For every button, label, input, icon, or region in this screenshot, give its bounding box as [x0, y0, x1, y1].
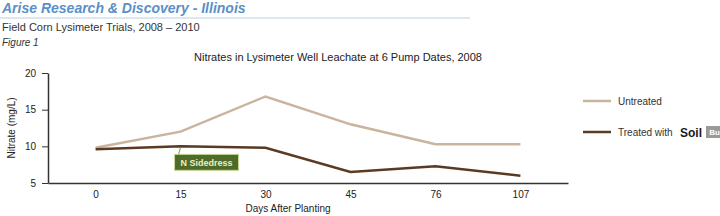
- y-tick: 5: [30, 178, 48, 189]
- annotation-box: [175, 154, 239, 170]
- legend-swatch: [583, 131, 611, 134]
- x-tick-label: 76: [430, 189, 442, 200]
- y-tick: 15: [25, 104, 48, 115]
- logo-part: Builder: [709, 128, 720, 137]
- x-tick: 45: [345, 183, 357, 200]
- y-axis-line: [48, 74, 50, 184]
- x-tick-label: 15: [175, 189, 187, 200]
- annotation-text: N Sidedress: [181, 158, 233, 168]
- chart: Arise Research & Discovery - Illinois Fie…: [0, 0, 720, 216]
- annotation: N Sidedress: [175, 147, 239, 170]
- series-line: [96, 96, 521, 147]
- series-line: [96, 146, 521, 175]
- y-tick-label: 15: [25, 104, 37, 115]
- header-rule: [0, 18, 470, 19]
- legend-label: Treated with: [618, 127, 673, 138]
- x-tick-label: 30: [260, 189, 272, 200]
- legend: Untreated Treated with Soil Builder: [583, 96, 720, 140]
- header: Arise Research & Discovery - Illinois: [1, 0, 246, 16]
- x-tick: 107: [513, 183, 530, 200]
- figure-label: Figure 1: [2, 37, 39, 48]
- subtitle: Field Corn Lysimeter Trials, 2008 – 2010: [2, 21, 200, 33]
- plot-area: [96, 96, 521, 175]
- y-tick-mark: [42, 73, 48, 74]
- legend-label: Untreated: [618, 96, 662, 107]
- x-axis: 0 15 30 45 76 107: [49, 183, 569, 200]
- x-tick-label: 107: [513, 189, 530, 200]
- y-tick-label: 10: [25, 141, 37, 152]
- y-tick: 20: [25, 68, 48, 79]
- x-tick: 76: [430, 183, 442, 200]
- logo-part: Soil: [680, 126, 702, 140]
- y-tick-mark: [42, 146, 48, 147]
- y-tick-mark: [42, 183, 48, 184]
- x-tick-label: 0: [93, 189, 99, 200]
- x-tick: 15: [175, 183, 187, 200]
- y-tick-label: 20: [25, 68, 37, 79]
- legend-swatch: [583, 100, 611, 103]
- annotation-pointer: [179, 147, 181, 154]
- y-tick-mark: [42, 110, 48, 111]
- y-axis: 5 10 15 20: [25, 68, 49, 189]
- logo-box: [706, 126, 720, 138]
- y-tick-label: 5: [30, 178, 36, 189]
- x-tick-label: 45: [345, 189, 357, 200]
- x-axis-title: Days After Planting: [245, 203, 330, 214]
- x-tick: 0: [93, 183, 99, 200]
- x-tick: 30: [260, 183, 272, 200]
- title: Nitrates in Lysimeter Well Leachate at 6…: [194, 51, 482, 63]
- y-tick: 10: [25, 141, 48, 152]
- y-axis-title: Nitrate (mg/L): [6, 97, 17, 158]
- x-axis-line: [49, 183, 569, 185]
